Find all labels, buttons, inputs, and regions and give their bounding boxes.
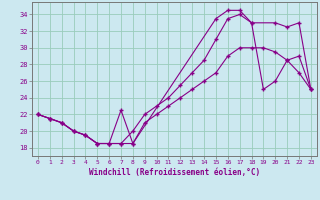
X-axis label: Windchill (Refroidissement éolien,°C): Windchill (Refroidissement éolien,°C) [89, 168, 260, 177]
